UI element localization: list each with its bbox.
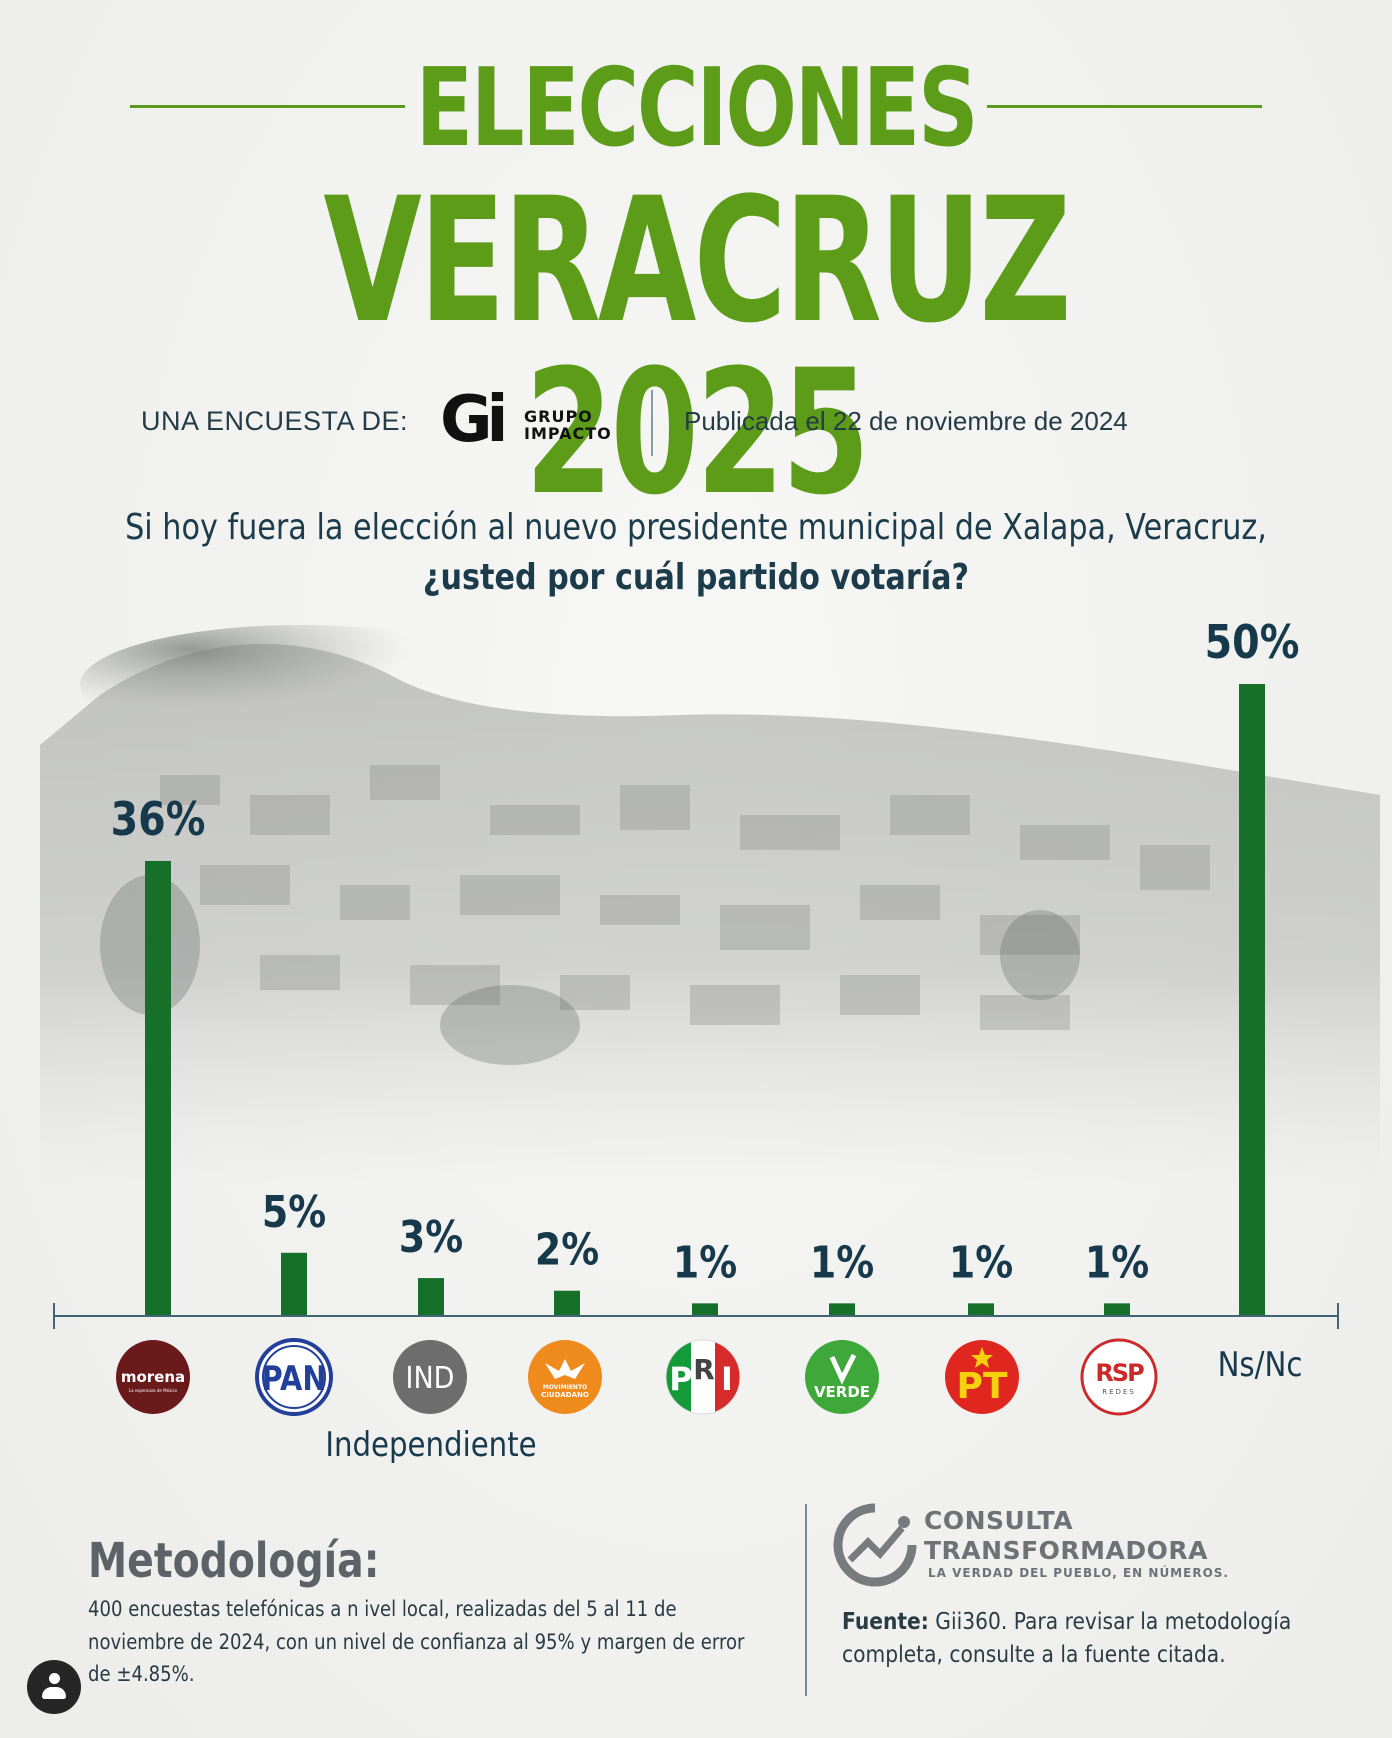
ind-logo-text: IND — [406, 1361, 455, 1396]
rsp-logo-text: RSP — [1095, 1359, 1144, 1387]
pri-logo-letter-i: I — [721, 1360, 733, 1398]
grupo-impacto-logo: Gi GRUPO IMPACTO — [440, 388, 620, 456]
source-label: Fuente: — [842, 1609, 929, 1635]
movimiento-ciudadano-logo: MOVIMIENTO CIUDADANO — [528, 1340, 602, 1414]
category-label-nsnc: Ns/Nc — [1218, 1346, 1303, 1385]
bar-verde — [829, 1303, 855, 1316]
pan-logo-text: PAN — [261, 1360, 326, 1399]
header-divider — [651, 390, 653, 456]
brand-tagline: LA VERDAD DEL PUEBLO, EN NÚMEROS. — [928, 1566, 1229, 1580]
gi-logo-text: GRUPO IMPACTO — [524, 407, 612, 443]
title-rule-right — [987, 105, 1262, 108]
bar-ind — [418, 1278, 444, 1316]
value-label-pri: 1% — [673, 1237, 737, 1288]
bar-rsp — [1104, 1303, 1130, 1316]
pri-logo-letter-p: P — [669, 1360, 692, 1398]
methodology-text: 400 encuestas telefónicas a n ivel local… — [88, 1597, 745, 1687]
gi-logo-mark: Gi — [440, 383, 509, 457]
gi-logo-line2: IMPACTO — [524, 423, 612, 443]
title-rule-left — [130, 105, 405, 108]
pt-logo-text: PT — [957, 1366, 1008, 1407]
consulta-transformadora-logo-icon — [833, 1503, 917, 1587]
value-label-nsnc: 50% — [1205, 616, 1300, 670]
value-label-ind: 3% — [399, 1211, 463, 1262]
verde-logo: VERDE — [805, 1340, 879, 1414]
morena-logo: morena La esperanza de México — [116, 1340, 190, 1414]
methodology-title: Metodología: — [88, 1533, 380, 1589]
morena-logo-subtext: La esperanza de México — [129, 1388, 178, 1393]
source-note: Fuente: Gii360. Para revisar la metodolo… — [842, 1606, 1335, 1671]
value-label-verde: 1% — [810, 1237, 874, 1288]
ind-logo: IND — [393, 1340, 467, 1414]
mc-logo-text-2: CIUDADANO — [541, 1391, 589, 1399]
verde-logo-text: VERDE — [814, 1383, 870, 1401]
pt-logo: PT — [945, 1340, 1019, 1414]
survey-question: Si hoy fuera la elección al nuevo presid… — [111, 503, 1280, 604]
bar-nsnc — [1239, 684, 1265, 1316]
bar-morena — [145, 860, 171, 1316]
morena-logo-text: morena — [121, 1368, 185, 1386]
avatar-body — [42, 1687, 66, 1699]
bar-pt — [968, 1303, 994, 1316]
question-line-2-bold: ¿usted por cuál partido votaría? — [422, 557, 970, 599]
brand-line-1: CONSULTA — [924, 1506, 1074, 1535]
value-label-pan: 5% — [262, 1186, 326, 1237]
brand-name: CONSULTA TRANSFORMADORA — [924, 1506, 1208, 1566]
category-label-independiente: Independiente — [325, 1426, 536, 1465]
user-avatar-icon[interactable] — [27, 1660, 81, 1714]
question-line-1: Si hoy fuera la elección al nuevo presid… — [125, 507, 1267, 548]
bar-mc — [554, 1290, 580, 1316]
bar-chart: 36% 5% 3% 2% 1% 1% 1% 1% 50% morena La esperanza… — [53, 616, 1339, 1465]
source-text: Gii360. Para revisar la metodología comp… — [842, 1609, 1292, 1668]
published-date: Publicada el 22 de noviembre de 2024 — [684, 406, 1128, 436]
value-label-morena: 36% — [111, 793, 206, 847]
brand-line-2: TRANSFORMADORA — [924, 1536, 1208, 1565]
value-label-rsp: 1% — [1085, 1237, 1149, 1288]
pan-logo: PAN — [255, 1338, 333, 1416]
rsp-logo-subtext: REDES — [1102, 1388, 1136, 1396]
value-label-pt: 1% — [949, 1237, 1013, 1288]
title-line-1: ELECCIONES — [415, 46, 979, 171]
pri-logo: P R I — [665, 1339, 741, 1415]
value-label-mc: 2% — [535, 1224, 599, 1275]
gi-logo-line1: GRUPO — [524, 407, 593, 426]
mc-logo-text-1: MOVIMIENTO — [543, 1384, 587, 1391]
rsp-logo: RSP REDES — [1080, 1338, 1158, 1416]
byline: UNA ENCUESTA DE: — [141, 406, 409, 436]
avatar-head — [49, 1673, 60, 1684]
title-line-2: VERACRUZ 2025 — [323, 160, 1071, 533]
footer-divider — [805, 1504, 807, 1696]
bar-pri — [692, 1303, 718, 1316]
question-line-2: ¿usted por cuál partido votaría? — [111, 553, 1280, 603]
city-background-image — [40, 625, 1380, 1185]
bar-pan — [281, 1252, 307, 1316]
pri-logo-letter-r: R — [693, 1353, 715, 1386]
